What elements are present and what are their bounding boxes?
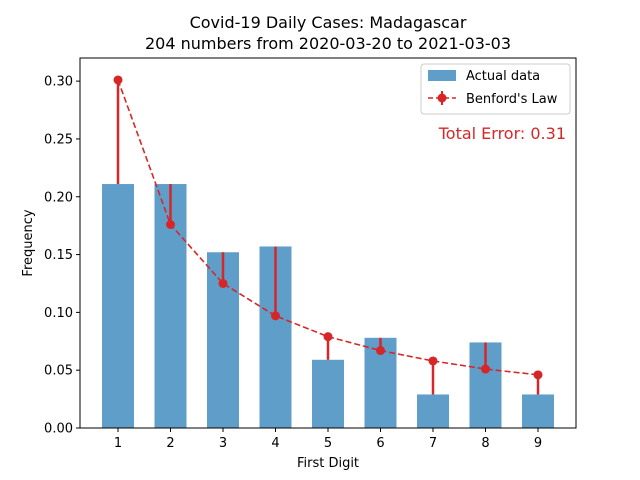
chart-subtitle: 204 numbers from 2020-03-20 to 2021-03-0… xyxy=(145,34,511,53)
benford-point-digit-7 xyxy=(428,356,438,366)
x-tick-label: 2 xyxy=(166,436,174,451)
y-axis-label: Frequency xyxy=(21,209,36,276)
total-error-annotation: Total Error: 0.31 xyxy=(438,124,566,143)
x-tick-label: 8 xyxy=(481,436,489,451)
bar-digit-7 xyxy=(417,394,449,428)
chart-title: Covid-19 Daily Cases: Madagascar xyxy=(190,13,467,32)
benford-line-layer xyxy=(113,75,543,380)
x-tick-label: 5 xyxy=(324,436,332,451)
x-tick-label: 7 xyxy=(429,436,437,451)
x-axis: 1 2 3 4 5 6 7 8 9 xyxy=(114,428,542,451)
benford-point-digit-1 xyxy=(113,75,123,85)
benford-line xyxy=(117,79,539,376)
benford-point-digit-5 xyxy=(323,332,333,342)
benford-point-digit-4 xyxy=(271,311,280,321)
bar-digit-1 xyxy=(102,184,134,428)
bar-digit-9 xyxy=(522,394,554,428)
legend: Actual data Benford's Law xyxy=(420,63,571,115)
benford-point-digit-2 xyxy=(166,220,175,229)
x-axis-label: First Digit xyxy=(297,456,359,471)
error-lines-layer xyxy=(116,79,540,395)
x-tick-label: 3 xyxy=(219,436,227,451)
benford-point-digit-9 xyxy=(533,370,543,380)
x-tick-label: 1 xyxy=(114,436,122,451)
y-tick-label: 0.25 xyxy=(44,132,73,147)
y-tick-label: 0.10 xyxy=(44,306,73,321)
legend-swatch-benford-marker xyxy=(437,93,447,103)
bar-digit-5 xyxy=(312,359,344,428)
legend-label-actual: Actual data xyxy=(466,69,540,84)
y-tick-label: 0.00 xyxy=(44,422,73,437)
y-tick-label: 0.30 xyxy=(44,75,73,90)
legend-box xyxy=(420,63,571,115)
y-tick-label: 0.15 xyxy=(44,248,73,263)
legend-label-benford: Benford's Law xyxy=(466,92,558,107)
legend-swatch-actual xyxy=(428,70,456,81)
x-tick-label: 4 xyxy=(271,436,279,451)
y-tick-label: 0.05 xyxy=(44,364,73,379)
benford-point-digit-8 xyxy=(481,364,490,374)
benford-point-digit-3 xyxy=(218,278,228,288)
benford-point-digit-6 xyxy=(376,346,385,356)
x-tick-label: 9 xyxy=(534,436,542,451)
y-axis: 0.00 0.05 0.10 0.15 0.20 0.25 0.30 xyxy=(44,75,80,437)
y-tick-label: 0.20 xyxy=(44,190,73,205)
x-tick-label: 6 xyxy=(376,436,384,451)
